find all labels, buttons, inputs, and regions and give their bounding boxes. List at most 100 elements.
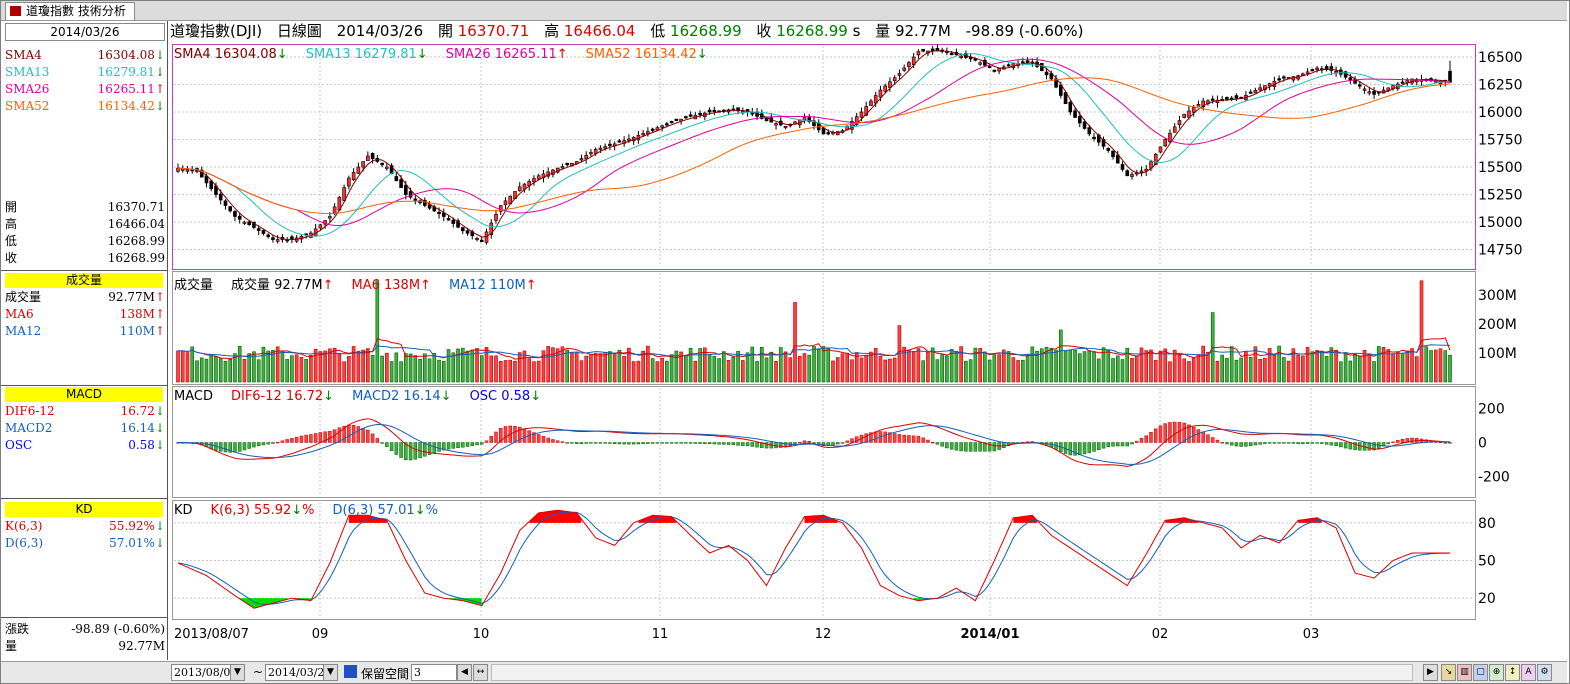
volume-bar (1244, 351, 1248, 383)
volume-bar (252, 351, 256, 383)
open-label: 開 (437, 22, 453, 40)
osc-bar (968, 442, 973, 452)
start-date-dropdown[interactable]: ▼ (230, 664, 245, 681)
candle-body (1324, 66, 1329, 70)
osc-bar (954, 442, 959, 451)
volume-bar (1044, 346, 1049, 383)
volume-bar (669, 354, 674, 383)
volume-bar (1187, 361, 1191, 383)
candle-body (370, 153, 375, 160)
volume-bar (1324, 356, 1329, 383)
volume-bar (1125, 347, 1130, 383)
volume-bar (1296, 354, 1300, 383)
keep-space-input[interactable]: 3 (411, 664, 457, 681)
candle-body (366, 155, 370, 161)
osc-bar (1215, 439, 1220, 443)
candle-body (1163, 139, 1168, 147)
osc-bar (978, 442, 982, 452)
osc-bar (812, 442, 816, 444)
quote-date: 2014/03/26 (336, 22, 424, 40)
candle-body (698, 112, 702, 116)
volume-bar (366, 348, 370, 383)
start-date-field[interactable]: 2013/08/07 (171, 664, 237, 681)
price-tick-label: 15500 (1478, 160, 1523, 176)
osc-bar (475, 442, 479, 446)
end-date-field[interactable]: 2014/03/26 (265, 664, 331, 681)
macd-panel[interactable] (172, 386, 1476, 498)
volume-bar (441, 361, 446, 383)
osc-bar (921, 437, 925, 443)
osc-bar (598, 442, 603, 444)
tool-window-icon[interactable]: ▢ (1473, 664, 1488, 681)
scroll-right-button[interactable]: ▶ (1423, 664, 1438, 681)
osc-bar (698, 442, 702, 444)
candle-body (869, 100, 873, 106)
candle-body (674, 118, 679, 121)
candle-body (1172, 126, 1177, 133)
candle-body (1068, 101, 1073, 113)
volume-bar (1177, 355, 1182, 383)
kd-title: KD (5, 502, 163, 517)
osc-bar (1396, 440, 1400, 443)
price-panel[interactable] (172, 44, 1476, 270)
tool-settings-icon[interactable]: ⚙ (1537, 664, 1552, 681)
chart-icon (10, 6, 21, 16)
kd-panel[interactable] (172, 500, 1476, 620)
volume-bar (380, 355, 384, 383)
volume-bar (176, 350, 180, 383)
osc-bar (897, 434, 902, 443)
candle-body (275, 239, 280, 242)
arrow-down-icon: ↓ (440, 389, 452, 404)
osc-bar (930, 442, 935, 444)
tab-technical-analysis[interactable]: 道瓊指數 技術分析 (5, 2, 135, 20)
osc-bar (1324, 442, 1329, 445)
volume-quote: 量 92.77M (875, 22, 951, 40)
volume-bar (313, 348, 318, 383)
candle-body (1111, 150, 1115, 158)
volume-bar (1291, 348, 1296, 383)
volume-bar (247, 353, 251, 383)
tool-chart-icon[interactable]: ▥ (1457, 664, 1472, 681)
low-value: 16268.99 (670, 22, 742, 40)
volume-bar (797, 355, 802, 383)
candle-body (1120, 164, 1125, 170)
arrow-down-icon: ↓ (414, 503, 426, 518)
volume-panel[interactable] (172, 271, 1476, 385)
ohlc-row-value: 16268.99 (107, 251, 165, 265)
osc-bar (1078, 442, 1082, 456)
zoom-button[interactable]: ↔ (473, 664, 488, 681)
panel-legend: SMA4 16304.08↓ SMA13 16279.81↓ SMA26 16265… (174, 47, 726, 62)
candle-body (408, 191, 413, 198)
scroll-track[interactable] (491, 664, 1413, 681)
volume-bar (318, 351, 323, 383)
end-date-dropdown[interactable]: ▼ (323, 664, 338, 681)
arrow-up-icon: ↑ (154, 290, 165, 304)
osc-bar (741, 442, 745, 446)
scroll-left-button[interactable]: ◀ (457, 664, 472, 681)
tool-line-icon[interactable]: ↘ (1441, 664, 1456, 681)
volume-bar (684, 354, 688, 383)
osc-bar (399, 442, 403, 458)
oversold-fill (448, 598, 482, 606)
legend-item: MA6 138M↑ (352, 278, 431, 293)
candle-body (465, 230, 470, 234)
tool-text-icon[interactable]: A (1521, 664, 1536, 681)
volume-bar (1343, 353, 1348, 383)
candle-body (921, 49, 925, 52)
volume-bar (793, 302, 797, 383)
osc-bar (911, 435, 916, 443)
tool-zoom-icon[interactable]: ⊕ (1489, 664, 1504, 681)
osc-bar (309, 434, 313, 443)
volume-bar (1182, 358, 1187, 383)
osc-bar (603, 442, 607, 444)
candle-body (608, 143, 612, 146)
candle-body (1258, 87, 1262, 91)
osc-bar (242, 442, 247, 451)
tool-arrow-icon[interactable]: ↕ (1505, 664, 1520, 681)
osc-bar (313, 433, 318, 443)
volume-bar (1077, 353, 1082, 383)
osc-bar (328, 431, 332, 443)
osc-bar (266, 442, 270, 445)
volume-bar (1082, 351, 1087, 383)
volume-bar (1277, 345, 1281, 383)
